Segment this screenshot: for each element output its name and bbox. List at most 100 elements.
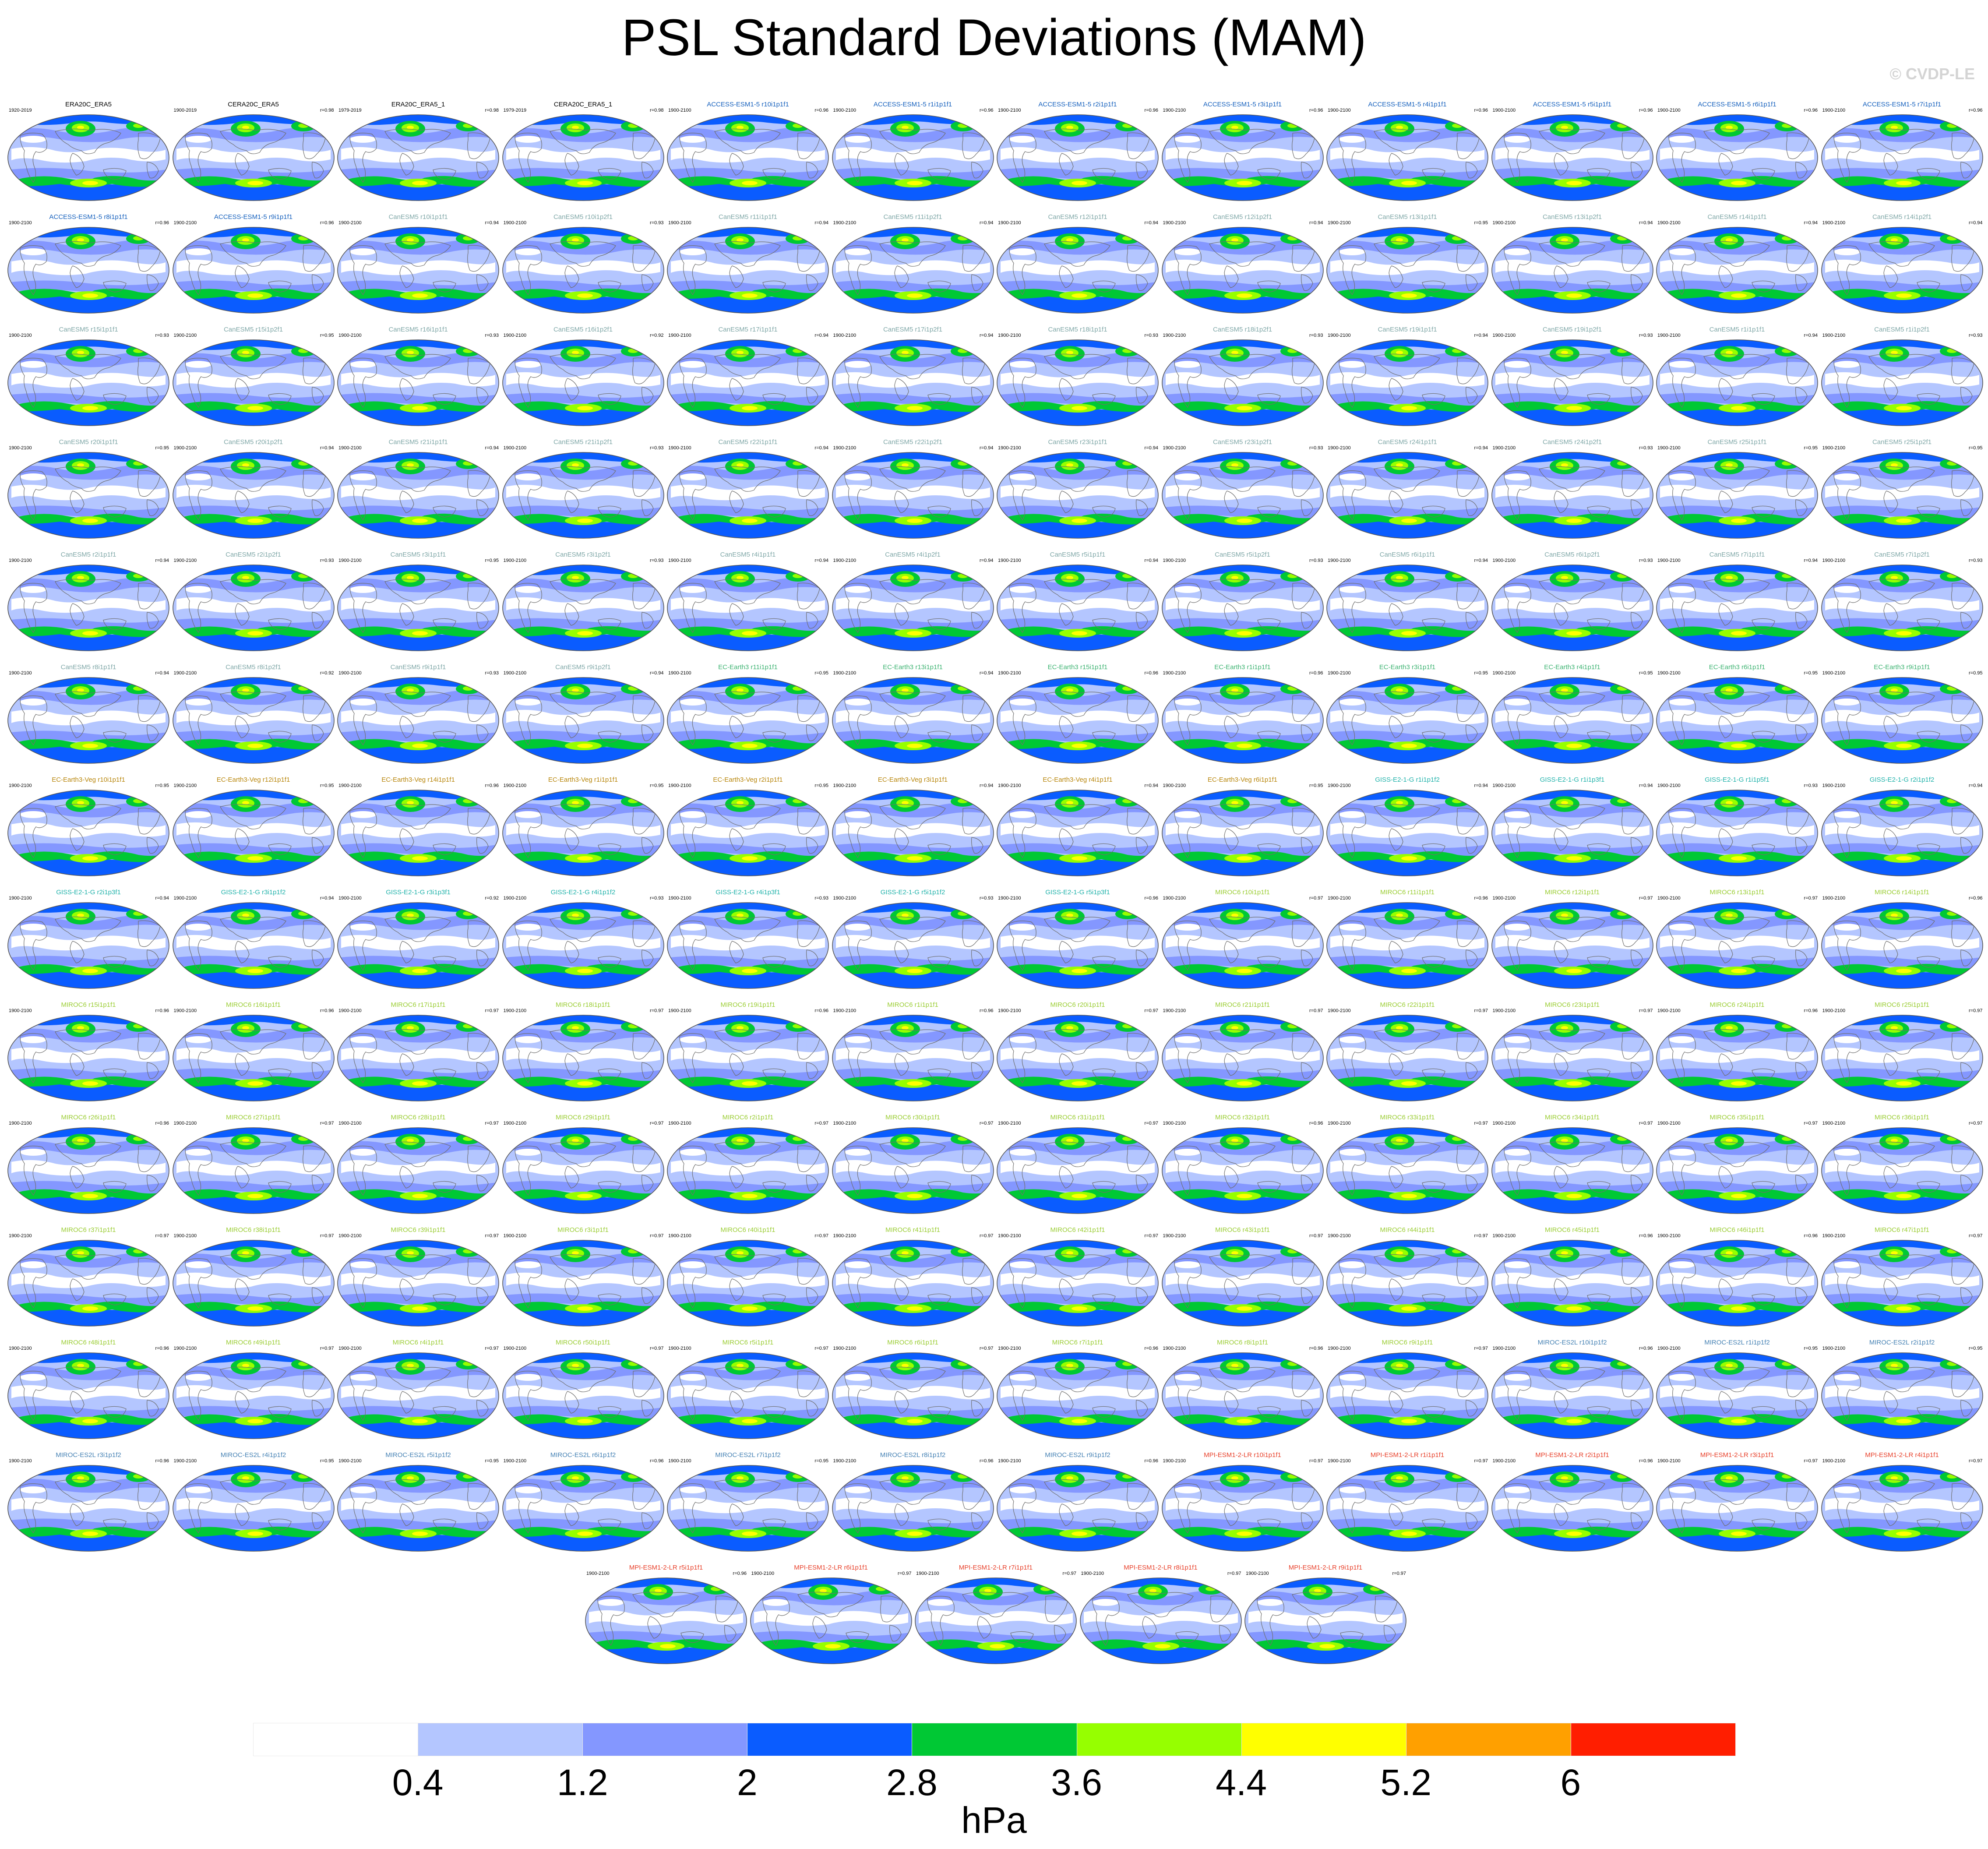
panel-title: MIROC6 r26i1p1f1 <box>61 1114 116 1121</box>
panel-title: CanESM5 r16i1p1f1 <box>388 326 448 333</box>
map-panel: MIROC6 r19i1p1f1 1900-2100 r=0.96 <box>666 1001 829 1111</box>
panel-correlation: r=0.93 <box>1639 333 1653 338</box>
panel-title: MIROC6 r12i1p1f1 <box>1544 889 1600 896</box>
map-panel: CanESM5 r9i1p2f1 1900-2100 r=0.94 <box>502 663 665 773</box>
panel-years: 1900-2100 <box>668 1233 691 1239</box>
panel-correlation: r=0.96 <box>814 108 829 113</box>
panel-title: MIROC6 r31i1p1f1 <box>1050 1114 1105 1121</box>
panel-years: 1900-2100 <box>668 220 691 226</box>
map-panel: MIROC6 r49i1p1f1 1900-2100 r=0.97 <box>172 1339 335 1448</box>
panel-title: MPI-ESM1-2-LR r2i1p1f1 <box>1535 1451 1609 1459</box>
panel-title: MPI-ESM1-2-LR r9i1p1f1 <box>1288 1564 1363 1571</box>
panel-years: 1900-2100 <box>1328 1458 1351 1464</box>
map-panel: MIROC6 r33i1p1f1 1900-2100 r=0.97 <box>1326 1114 1489 1223</box>
globe-map <box>832 564 994 652</box>
panel-years: 1900-2100 <box>1492 1233 1516 1239</box>
map-panel: MPI-ESM1-2-LR r7i1p1f1 1900-2100 r=0.97 <box>914 1564 1077 1673</box>
panel-title: CanESM5 r20i1p2f1 <box>223 438 283 446</box>
map-panel: MIROC6 r44i1p1f1 1900-2100 r=0.97 <box>1326 1226 1489 1336</box>
colorbar-tick-label: 2.8 <box>886 1762 938 1803</box>
panel-years: 1900-2100 <box>503 1121 527 1126</box>
page-title: PSL Standard Deviations (MAM) <box>621 9 1367 67</box>
panel-years: 1900-2100 <box>338 1346 362 1351</box>
map-panel: MIROC6 r46i1p1f1 1900-2100 r=0.96 <box>1656 1226 1819 1336</box>
map-panel: MIROC6 r16i1p1f1 1900-2100 r=0.96 <box>172 1001 335 1111</box>
panel-correlation: r=0.95 <box>1639 670 1653 676</box>
panel-correlation: r=0.94 <box>814 445 829 451</box>
globe-map <box>1326 1014 1489 1102</box>
map-panel: MPI-ESM1-2-LR r10i1p1f1 1900-2100 r=0.97 <box>1161 1451 1324 1561</box>
panel-correlation: r=0.97 <box>1144 1121 1159 1126</box>
map-panel: ACCESS-ESM1-5 r10i1p1f1 1900-2100 r=0.96 <box>666 101 829 210</box>
map-panel: GISS-E2-1-G r5i1p1f2 1900-2100 r=0.93 <box>832 889 994 998</box>
globe-map <box>1821 677 1984 764</box>
globe-map <box>1821 226 1984 314</box>
panel-years: 1900-2100 <box>998 1458 1021 1464</box>
panel-years: 1900-2100 <box>1492 1008 1516 1013</box>
panel-years: 1900-2100 <box>338 445 362 451</box>
globe-map <box>502 452 665 539</box>
panel-title: MIROC6 r29i1p1f1 <box>555 1114 611 1121</box>
panel-correlation: r=0.95 <box>1474 670 1488 676</box>
panel-years: 1900-2100 <box>998 333 1021 338</box>
panel-years: 1900-2100 <box>1822 445 1846 451</box>
map-panel: MIROC-ES2L r10i1p1f2 1900-2100 r=0.96 <box>1491 1339 1654 1448</box>
panel-years: 1900-2100 <box>998 896 1021 901</box>
panel-correlation: r=0.95 <box>650 783 664 788</box>
panel-title: MIROC6 r22i1p1f1 <box>1380 1001 1435 1009</box>
panel-correlation: r=0.95 <box>1969 445 1983 451</box>
map-panel: MIROC6 r26i1p1f1 1900-2100 r=0.96 <box>7 1114 170 1223</box>
globe-map <box>1491 452 1654 539</box>
panel-years: 1900-2100 <box>668 670 691 676</box>
panel-title: CanESM5 r4i1p1f1 <box>720 551 776 558</box>
panel-title: MIROC6 r28i1p1f1 <box>391 1114 446 1121</box>
panel-title: MIROC-ES2L r9i1p1f2 <box>1045 1451 1110 1459</box>
map-panel: MIROC6 r9i1p1f1 1900-2100 r=0.97 <box>1326 1339 1489 1448</box>
panel-correlation: r=0.96 <box>1144 670 1159 676</box>
globe-map <box>832 452 994 539</box>
panel-correlation: r=0.95 <box>1474 220 1488 226</box>
colorbar-tick-label: 0.4 <box>392 1762 444 1803</box>
globe-map <box>1491 789 1654 877</box>
panel-title: GISS-E2-1-G r1i1p3f1 <box>1540 776 1605 783</box>
map-panel: ACCESS-ESM1-5 r4i1p1f1 1900-2100 r=0.96 <box>1326 101 1489 210</box>
map-panel: MIROC6 r11i1p1f1 1900-2100 r=0.96 <box>1326 889 1489 998</box>
globe-map <box>1161 452 1324 539</box>
globe-map <box>1161 339 1324 427</box>
map-panel: CanESM5 r2i1p2f1 1900-2100 r=0.93 <box>172 551 335 660</box>
map-panel: CanESM5 r19i1p1f1 1900-2100 r=0.94 <box>1326 326 1489 435</box>
map-panel: CanESM5 r10i1p2f1 1900-2100 r=0.93 <box>502 213 665 323</box>
panel-title: EC-Earth3-Veg r10i1p1f1 <box>52 776 125 783</box>
panel-title: MIROC6 r49i1p1f1 <box>226 1339 281 1346</box>
panel-years: 1900-2100 <box>173 670 197 676</box>
panel-years: 1979-2019 <box>503 108 527 113</box>
panel-correlation: r=0.97 <box>1969 1008 1983 1013</box>
map-panel: MIROC6 r15i1p1f1 1900-2100 r=0.96 <box>7 1001 170 1111</box>
panel-years: 1900-2100 <box>1081 1571 1104 1576</box>
panel-title: ERA20C_ERA5 <box>65 101 112 108</box>
panel-years: 1900-2100 <box>1163 558 1186 563</box>
panel-years: 1900-2100 <box>1822 333 1846 338</box>
panel-correlation: r=0.94 <box>980 783 994 788</box>
globe-map <box>1491 1239 1654 1327</box>
map-panel: MIROC6 r29i1p1f1 1900-2100 r=0.97 <box>502 1114 665 1223</box>
panel-years: 1900-2100 <box>1822 220 1846 226</box>
globe-map <box>502 1352 665 1440</box>
map-panel: EC-Earth3-Veg r6i1p1f1 1900-2100 r=0.95 <box>1161 776 1324 886</box>
panel-title: CanESM5 r18i1p2f1 <box>1213 326 1272 333</box>
panel-correlation: r=0.93 <box>155 333 169 338</box>
globe-map <box>1161 1014 1324 1102</box>
globe-map <box>1326 902 1489 989</box>
panel-correlation: r=0.94 <box>1639 783 1653 788</box>
panel-years: 1900-2100 <box>173 896 197 901</box>
panel-title: EC-Earth3 r9i1p1f1 <box>1874 663 1930 671</box>
panel-correlation: r=0.97 <box>485 1346 499 1351</box>
panel-correlation: r=0.98 <box>485 108 499 113</box>
globe-map <box>1656 677 1819 764</box>
globe-map <box>1656 452 1819 539</box>
panel-title: MIROC6 r43i1p1f1 <box>1215 1226 1270 1234</box>
panel-years: 1900-2100 <box>668 1346 691 1351</box>
globe-map <box>666 902 829 989</box>
map-panel: CanESM5 r25i1p1f1 1900-2100 r=0.95 <box>1656 438 1819 548</box>
panel-correlation: r=0.96 <box>814 1008 829 1013</box>
